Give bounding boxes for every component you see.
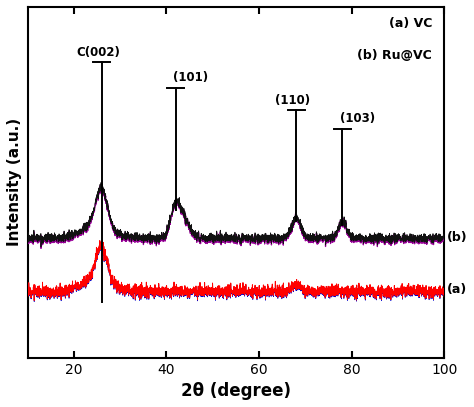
Text: (b): (b) (447, 231, 467, 244)
X-axis label: 2θ (degree): 2θ (degree) (181, 382, 291, 400)
Text: (a) VC: (a) VC (389, 18, 432, 31)
Text: (101): (101) (173, 72, 209, 85)
Text: (110): (110) (275, 94, 310, 107)
Y-axis label: Intensity (a.u.): Intensity (a.u.) (7, 118, 22, 246)
Text: (103): (103) (340, 112, 375, 125)
Text: C(002): C(002) (76, 46, 120, 59)
Text: (b) Ru@VC: (b) Ru@VC (357, 49, 432, 62)
Text: (a): (a) (447, 283, 467, 296)
